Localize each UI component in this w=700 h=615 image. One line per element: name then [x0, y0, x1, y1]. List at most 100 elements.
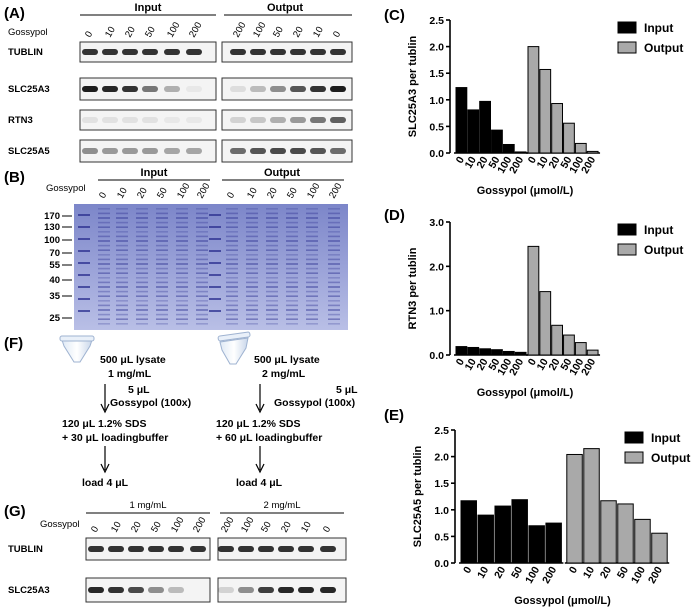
chart-C-bar-output-50: [563, 122, 575, 154]
chart-E-xtick-0-2: 20: [492, 564, 508, 580]
gel-band-11-2: [286, 217, 298, 219]
gel-band-5-10: [176, 254, 188, 256]
gel-band-8-19: [226, 295, 238, 297]
gel-band-11-9: [286, 249, 298, 251]
slc25a5-a-band-3: [142, 148, 158, 154]
chart-E-xtick-0-0: 0: [461, 564, 474, 575]
gel-band-8-25: [226, 323, 238, 325]
rtn3-a-frame-left: [79, 109, 217, 131]
gel-band-3-3: [136, 221, 148, 224]
slc25a5-a-band-9: [290, 148, 306, 154]
chart-C-xtick-1-3: 50: [558, 154, 574, 170]
gel-band-1-4: [98, 226, 110, 228]
gel-band-11-4: [286, 226, 298, 228]
mw-marker-35: 35: [49, 291, 60, 302]
slc25a5-a-label: SLC25A5: [8, 146, 50, 157]
gel-band-4-2: [156, 217, 168, 219]
rtn3-a-band-10: [310, 117, 326, 123]
chart-D-bar-input-100: [502, 350, 515, 356]
gel-band-13-8: [328, 244, 340, 247]
tublin-g-band-3: [148, 546, 164, 552]
panel-d-label: (D): [384, 207, 405, 224]
chart-E-bar-input-100: [528, 525, 545, 564]
gel-band-0-6: [78, 286, 90, 288]
gel-band-12-2: [306, 217, 318, 219]
panel-b-label: (B): [4, 169, 25, 186]
chart-C-legend-output: Output: [644, 41, 683, 55]
rtn3-a-band-9: [290, 117, 306, 123]
chart-E-xtick-0-4: 100: [523, 564, 542, 585]
panel-a-header: Input Output Gossypol: [8, 2, 352, 38]
gel-band-13-15: [328, 277, 340, 279]
gel-band-13-11: [328, 258, 340, 261]
tublin-a-frame-right: [221, 41, 353, 63]
slc25a5-a-band-5: [186, 148, 202, 154]
gel-band-1-21: [98, 304, 110, 307]
chart-E-bar-input-10: [477, 514, 494, 564]
gel-band-12-25: [306, 323, 318, 325]
gel-band-13-3: [328, 221, 340, 224]
gel-band-2-21: [116, 304, 128, 307]
rtn3-a-band-11: [330, 117, 346, 123]
gel-band-6-3: [196, 221, 208, 224]
gel-band-1-0: [98, 208, 110, 210]
gossypol-label-b: Gossypol: [46, 183, 86, 194]
chart-D-xtick-0-0: 0: [454, 356, 467, 367]
gel-band-9-3: [246, 221, 258, 224]
gel-band-11-24: [286, 318, 298, 320]
gel-band-1-9: [98, 249, 110, 251]
chart-E-xtick-0-3: 50: [509, 564, 525, 580]
chart-E-xlabel: Gossypol (μmol/L): [514, 595, 611, 607]
gel-band-6-8: [196, 244, 208, 247]
gel-band-12-12: [306, 263, 318, 265]
laneA-lane-2: 50: [271, 25, 286, 40]
gel-band-8-21: [226, 304, 238, 307]
gel-band-10-3: [266, 221, 278, 224]
gel-band-5-11: [176, 258, 188, 261]
gel-band-2-2: [116, 217, 128, 219]
tublin-a-band-4: [164, 49, 180, 55]
gel-band-11-12: [286, 263, 298, 265]
gel-band-7-2: [209, 238, 221, 240]
chart-D-xtick-0-1: 10: [463, 356, 479, 372]
gel-band-9-15: [246, 277, 258, 279]
slc25a5-a-band-6: [230, 148, 246, 154]
gel-band-2-8: [116, 244, 128, 247]
chart-D-xtick-0-5: 200: [507, 356, 526, 377]
tublin-g-band-8: [258, 546, 274, 552]
gel-band-10-7: [266, 240, 278, 242]
rtn3-a-label: RTN3: [8, 115, 33, 126]
slc25a3-a-band-9: [290, 86, 306, 92]
gel-band-12-24: [306, 318, 318, 320]
panel-a-blots: TUBLIN SLC25A3 RTN3 SLC25A5: [8, 41, 353, 163]
gel-band-9-6: [246, 235, 258, 238]
gel-band-13-2: [328, 217, 340, 219]
tublin-a-band-6: [230, 49, 246, 55]
gel-band-9-4: [246, 226, 258, 228]
laneA-lane-1: 100: [251, 20, 268, 39]
gel-band-8-15: [226, 277, 238, 279]
gel-band-10-17: [266, 286, 278, 288]
chart-C-bar-input-0: [455, 87, 468, 154]
flow-right-load: load 4 μL: [236, 477, 283, 489]
gel-band-10-18: [266, 290, 278, 293]
gel-band-10-20: [266, 300, 278, 302]
gel-band-2-7: [116, 240, 128, 242]
gel-band-1-16: [98, 281, 110, 284]
gel-band-4-25: [156, 323, 168, 325]
gel-band-13-25: [328, 323, 340, 325]
panel-b-lane-labels: 0 10 20 50 100 200 0 10 20 50 100 200: [97, 181, 344, 200]
gel-band-1-20: [98, 300, 110, 302]
panel-e-label: (E): [384, 407, 404, 424]
chart-E-xtick-1-4: 100: [629, 564, 648, 585]
chart-D-bar-output-10: [539, 291, 552, 356]
chart-E-ytick-label-0: 0.0: [434, 558, 449, 570]
chart-C-xtick-0-0: 0: [454, 154, 467, 165]
gel-band-13-23: [328, 313, 340, 316]
chart-D-bar-output-200: [586, 349, 599, 356]
chart-D-ytick-label-3: 3.0: [429, 217, 444, 229]
tube-right-icon: [217, 331, 251, 365]
chart-E-xtick-1-2: 20: [598, 564, 614, 580]
slc25a3-a-band-6: [230, 86, 246, 92]
